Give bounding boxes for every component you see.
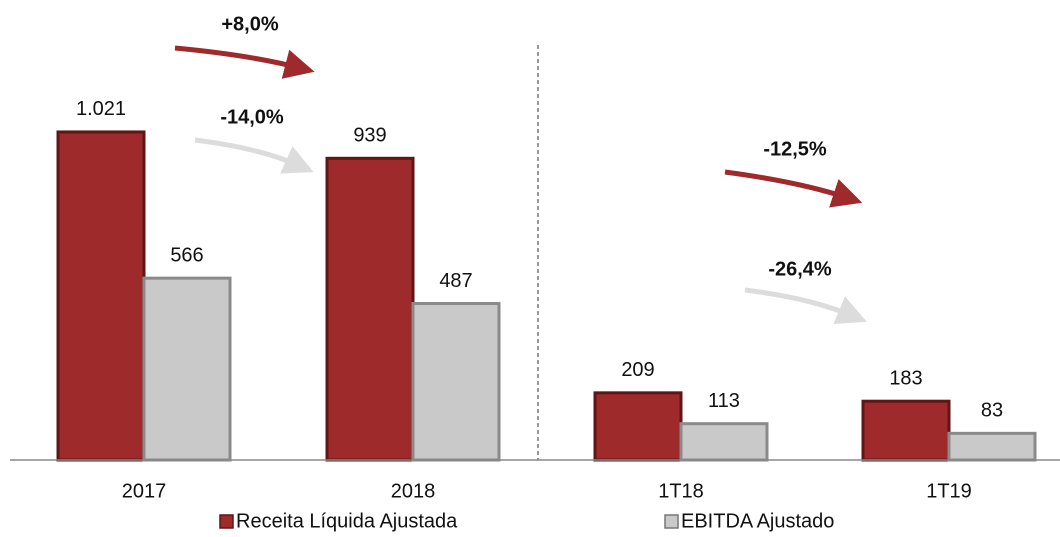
value-label: 83 (981, 400, 1003, 422)
bar (861, 399, 951, 462)
bar (56, 130, 146, 462)
annotation: -12,5% (763, 138, 827, 160)
value-label: 1.021 (76, 98, 126, 120)
annotation: +8,0% (221, 13, 278, 35)
legend-swatch (664, 514, 679, 529)
arrow (724, 169, 863, 208)
bar (679, 422, 769, 462)
arrow (744, 287, 867, 325)
value-label: 113 (708, 390, 740, 412)
bar (325, 156, 415, 462)
arrow (174, 45, 315, 79)
x-tick-label: 2017 (122, 480, 167, 502)
x-tick-label: 1T18 (658, 480, 704, 502)
annotation: -26,4% (768, 258, 832, 280)
legend-label: Receita Líquida Ajustada (236, 510, 458, 532)
annotation: -14,0% (220, 106, 284, 128)
value-label: 209 (621, 359, 654, 381)
bar (142, 276, 232, 462)
arrow (194, 137, 314, 174)
legend-label: EBITDA Ajustado (681, 510, 834, 532)
value-label: 939 (353, 125, 386, 147)
x-tick-label: 2018 (391, 480, 436, 502)
bar (411, 302, 501, 462)
value-label: 566 (170, 244, 203, 266)
bar (947, 431, 1037, 462)
legend-swatch (219, 514, 234, 529)
x-tick-label: 1T19 (926, 480, 972, 502)
bar (593, 391, 683, 462)
value-label: 183 (889, 367, 922, 389)
value-label: 487 (439, 270, 472, 292)
